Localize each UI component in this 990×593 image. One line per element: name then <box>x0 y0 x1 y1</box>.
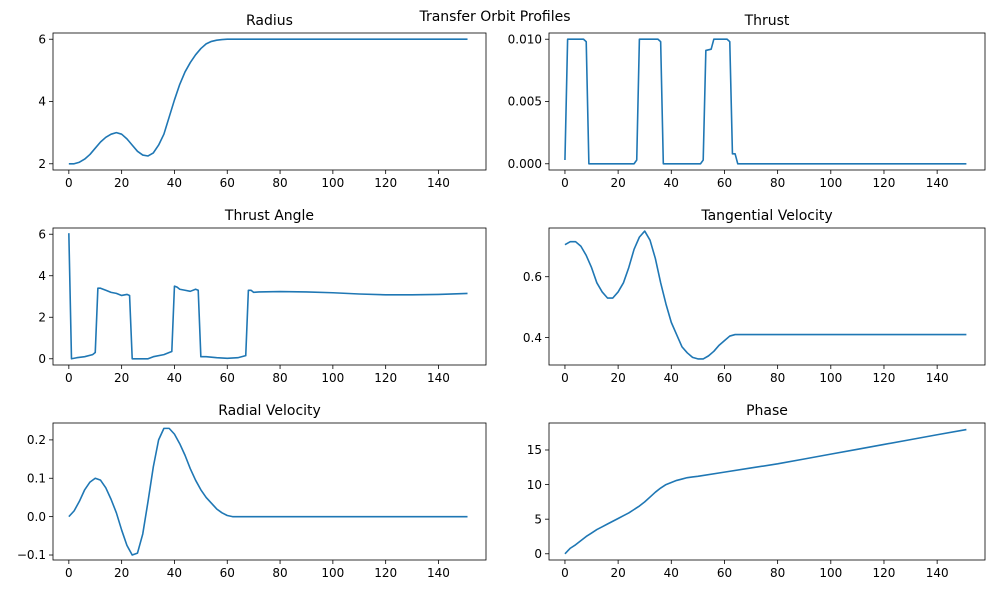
y-tick-label: 0.2 <box>27 433 46 447</box>
y-tick-label: 4 <box>38 95 46 109</box>
figure-title: Transfer Orbit Profiles <box>418 9 570 25</box>
y-tick-label: 0.6 <box>523 270 542 284</box>
x-tick-label: 140 <box>427 176 450 190</box>
chart-title-radial-velocity: Radial Velocity <box>218 403 321 419</box>
y-tick-label: 5 <box>534 512 542 526</box>
x-tick-label: 80 <box>770 371 785 385</box>
x-tick-label: 40 <box>664 176 679 190</box>
chart-radial-velocity: Radial Velocity 0 20 40 60 80 100 120 140 −0.1 0.0… <box>17 403 487 580</box>
y-tick-label: 0.010 <box>508 32 542 46</box>
x-tick-label: 0 <box>561 566 569 580</box>
y-tick-label: 0.005 <box>508 95 542 109</box>
y-tick-label: 6 <box>38 227 46 241</box>
x-tick-label: 140 <box>926 566 949 580</box>
series-line-thrust-angle <box>68 233 468 360</box>
chart-title-thrust-angle: Thrust Angle <box>224 208 314 224</box>
x-tick-label: 80 <box>770 176 785 190</box>
x-tick-label: 120 <box>374 371 397 385</box>
y-tick-label: 0 <box>534 547 542 561</box>
axes-frame <box>548 422 986 561</box>
x-tick-label: 120 <box>873 371 896 385</box>
chart-tangential-velocity: Tangential Velocity 0 20 40 60 80 100 120 140 0.4… <box>523 208 986 385</box>
series-line-thrust <box>564 38 967 165</box>
y-tick-label: 2 <box>38 310 46 324</box>
axes-frame <box>52 32 487 171</box>
y-tick-label: 6 <box>38 32 46 46</box>
x-tick-label: 140 <box>427 566 450 580</box>
x-tick-label: 60 <box>220 566 235 580</box>
x-tick-label: 0 <box>65 176 73 190</box>
x-tick-label: 80 <box>272 176 287 190</box>
x-tick-label: 100 <box>819 566 842 580</box>
x-tick-label: 0 <box>65 371 73 385</box>
x-tick-label: 20 <box>610 566 625 580</box>
x-tick-label: 20 <box>114 566 129 580</box>
x-tick-label: 80 <box>272 566 287 580</box>
x-tick-label: 120 <box>374 566 397 580</box>
axes-frame <box>52 227 487 366</box>
x-tick-label: 100 <box>321 176 344 190</box>
x-tick-label: 60 <box>220 371 235 385</box>
x-tick-label: 120 <box>873 176 896 190</box>
chart-thrust-angle: Thrust Angle 0 20 40 60 80 100 120 140 0 2 4 6 <box>38 208 487 385</box>
y-tick-label: 0 <box>38 352 46 366</box>
y-tick-label: 15 <box>527 443 542 457</box>
x-tick-label: 100 <box>321 371 344 385</box>
x-tick-label: 40 <box>167 176 182 190</box>
x-tick-label: 60 <box>717 371 732 385</box>
series-line-phase <box>564 428 967 555</box>
x-tick-label: 100 <box>819 176 842 190</box>
axes-frame <box>548 32 986 171</box>
y-tick-label: 0.0 <box>27 510 46 524</box>
y-tick-label: 10 <box>527 478 542 492</box>
chart-thrust: Thrust 0 20 40 60 80 100 120 140 0.000 0.005 0.010 <box>508 13 986 190</box>
axes-frame <box>52 422 487 561</box>
x-tick-label: 80 <box>272 371 287 385</box>
series-line-radial-velocity <box>68 427 468 556</box>
x-tick-label: 60 <box>220 176 235 190</box>
axes-frame <box>548 227 986 366</box>
x-tick-label: 40 <box>167 371 182 385</box>
series-line-radius <box>68 38 468 165</box>
x-tick-label: 100 <box>819 371 842 385</box>
x-tick-label: 140 <box>926 176 949 190</box>
chart-title-tangential-velocity: Tangential Velocity <box>700 208 832 224</box>
x-tick-label: 20 <box>610 176 625 190</box>
x-tick-label: 80 <box>770 566 785 580</box>
chart-title-thrust: Thrust <box>744 13 790 29</box>
x-tick-label: 60 <box>717 176 732 190</box>
x-tick-label: 120 <box>873 566 896 580</box>
x-tick-label: 60 <box>717 566 732 580</box>
chart-phase: Phase 0 20 40 60 80 100 120 140 0 5 10 15 <box>527 403 986 580</box>
x-tick-label: 120 <box>374 176 397 190</box>
x-tick-label: 20 <box>610 371 625 385</box>
x-tick-label: 20 <box>114 176 129 190</box>
x-tick-label: 0 <box>561 176 569 190</box>
chart-radius: Radius 0 20 40 60 80 100 120 140 2 4 6 <box>38 13 487 190</box>
x-tick-label: 40 <box>167 566 182 580</box>
x-tick-label: 40 <box>664 371 679 385</box>
x-tick-label: 140 <box>926 371 949 385</box>
chart-title-phase: Phase <box>746 403 788 419</box>
x-tick-label: 100 <box>321 566 344 580</box>
y-tick-label: −0.1 <box>17 548 46 562</box>
y-tick-label: 4 <box>38 269 46 283</box>
y-tick-label: 0.4 <box>523 331 542 345</box>
x-tick-label: 20 <box>114 371 129 385</box>
y-tick-label: 2 <box>38 157 46 171</box>
x-tick-label: 0 <box>561 371 569 385</box>
chart-title-radius: Radius <box>246 13 293 29</box>
x-tick-label: 140 <box>427 371 450 385</box>
x-tick-label: 0 <box>65 566 73 580</box>
y-tick-label: 0.1 <box>27 471 46 485</box>
x-tick-label: 40 <box>664 566 679 580</box>
y-tick-label: 0.000 <box>508 157 542 171</box>
series-line-tangential-velocity <box>564 230 967 360</box>
